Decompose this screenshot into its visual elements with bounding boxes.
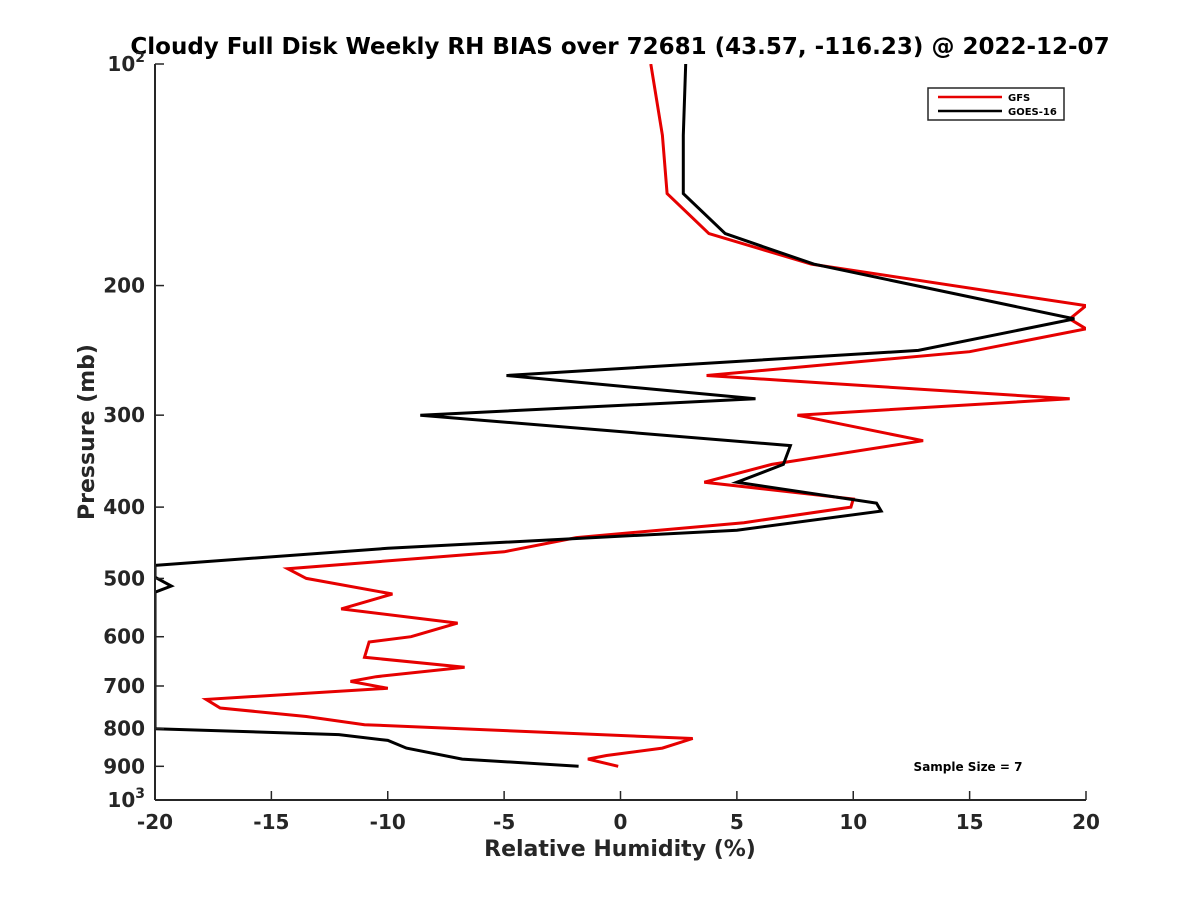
y-tick-label: 200	[103, 274, 145, 298]
y-tick-label: 102	[107, 50, 145, 76]
x-axis-ticks: -20 -15 -10 -5 0 5 10 15 20	[137, 791, 1100, 834]
y-tick-label: 800	[103, 717, 145, 741]
x-tick-label: -5	[493, 810, 515, 834]
y-axis-title: Pressure (mb)	[75, 344, 100, 520]
legend: GFS GOES-16	[927, 87, 1065, 121]
legend-label-goes16: GOES-16	[1008, 107, 1057, 118]
x-tick-label: 15	[956, 810, 984, 834]
y-tick-label: 600	[103, 625, 145, 649]
legend-label-gfs: GFS	[1008, 93, 1030, 104]
x-tick-label: -10	[370, 810, 406, 834]
y-tick-label: 103	[107, 786, 145, 812]
sample-size-annotation: Sample Size = 7	[914, 760, 1023, 774]
series-layer	[155, 64, 1086, 768]
y-tick-label: 500	[103, 566, 145, 590]
x-tick-label: 5	[730, 810, 744, 834]
y-tick-label: 400	[103, 495, 145, 519]
x-tick-label: 0	[614, 810, 628, 834]
series-line-gfs	[201, 64, 1086, 768]
series-line-goes-16	[155, 64, 1075, 768]
y-tick-label: 900	[103, 754, 145, 778]
x-tick-label: 10	[839, 810, 867, 834]
x-tick-label: -20	[137, 810, 173, 834]
y-axis-ticks: 102 200 300 400 500 600 700 800 900 103	[103, 50, 164, 812]
chart-title: Cloudy Full Disk Weekly RH BIAS over 726…	[130, 34, 1109, 60]
x-tick-label: -15	[253, 810, 289, 834]
y-tick-label: 700	[103, 674, 145, 698]
y-tick-label: 300	[103, 403, 145, 427]
x-tick-label: 20	[1072, 810, 1100, 834]
legend-box	[927, 87, 1065, 121]
x-axis-title: Relative Humidity (%)	[484, 837, 756, 862]
